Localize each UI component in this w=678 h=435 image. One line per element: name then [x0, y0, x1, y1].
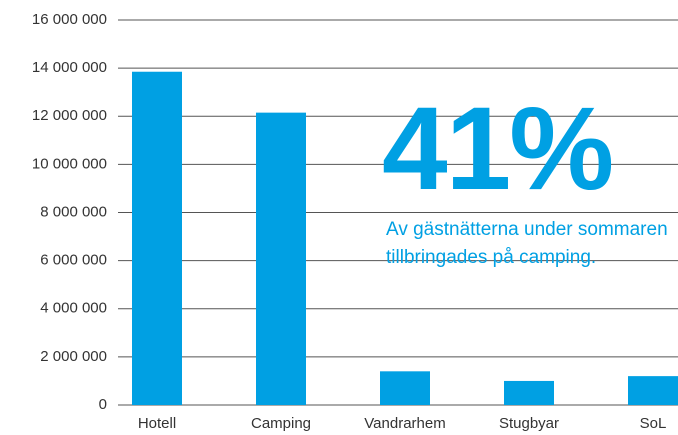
y-tick-label: 10 000 000 — [32, 155, 107, 172]
annotation-text: Av gästnätterna under sommaren tillbring… — [386, 219, 668, 268]
y-tick-label: 16 000 000 — [32, 11, 107, 28]
y-tick-label: 2 000 000 — [40, 348, 107, 365]
y-tick-label: 6 000 000 — [40, 252, 107, 269]
bar — [628, 376, 678, 405]
x-tick-label: SoL — [640, 415, 667, 432]
y-tick-label: 8 000 000 — [40, 203, 107, 220]
bar — [132, 71, 182, 405]
annotation: 41% — [382, 83, 614, 215]
bar — [380, 371, 430, 405]
x-tick-label: Hotell — [138, 415, 176, 432]
y-tick-label: 4 000 000 — [40, 300, 107, 317]
x-tick-label: Camping — [251, 415, 311, 432]
bar — [256, 112, 306, 405]
x-tick-label: Vandrarhem — [364, 415, 445, 432]
y-tick-label: 0 — [99, 396, 107, 413]
y-tick-label: 14 000 000 — [32, 59, 107, 76]
bar — [504, 380, 554, 405]
y-tick-label: 12 000 000 — [32, 107, 107, 124]
x-tick-label: Stugbyar — [499, 415, 559, 432]
